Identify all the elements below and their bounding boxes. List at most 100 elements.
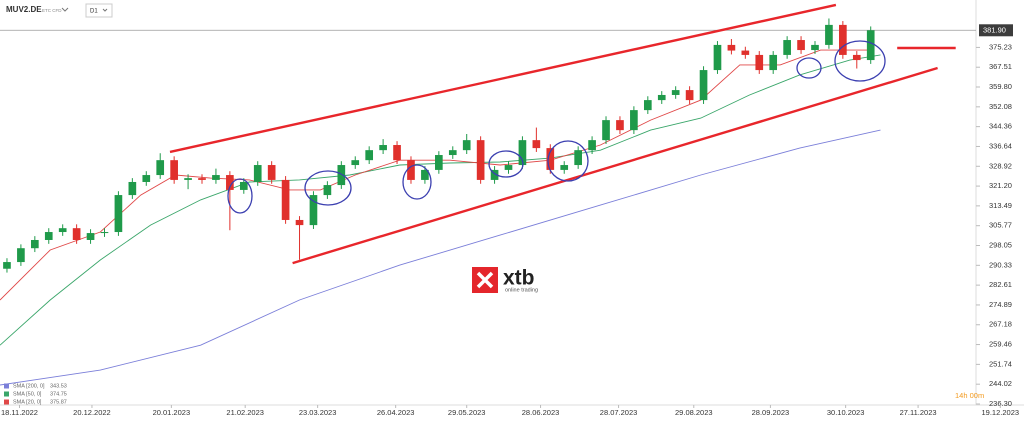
x-tick-label: 20.01.2023 <box>153 408 191 417</box>
y-tick-label: 375.23 <box>989 42 1012 51</box>
x-tick-label: 26.04.2023 <box>377 408 415 417</box>
highlight-circle <box>488 150 524 178</box>
candle-body <box>825 24 833 45</box>
x-tick-label: 21.02.2023 <box>226 408 264 417</box>
candle-body <box>811 44 819 51</box>
candle-body <box>198 178 206 180</box>
legend-value: 374.75 <box>50 391 67 397</box>
candle-body <box>769 54 778 71</box>
candle-body <box>142 175 151 182</box>
candle-body <box>797 40 805 51</box>
candle-body <box>588 140 596 151</box>
y-tick-label: 313.49 <box>989 201 1012 210</box>
y-tick-label: 274.89 <box>989 300 1012 309</box>
y-tick-label: 328.92 <box>989 161 1012 170</box>
dropdown-arrow <box>102 8 108 12</box>
candle-body <box>351 160 360 166</box>
candle-body <box>852 54 861 61</box>
candle-body <box>309 195 318 226</box>
candle-body <box>267 165 276 180</box>
candle-body <box>713 44 722 71</box>
candle-body <box>44 232 53 240</box>
y-tick-label: 290.33 <box>989 260 1012 269</box>
candle-body <box>546 148 555 170</box>
highlight-circle <box>402 164 432 200</box>
candle-body <box>114 195 123 233</box>
candle-body <box>476 140 485 180</box>
header: MUV2.DE ETC CFD D1 <box>6 3 113 18</box>
y-tick-label: 251.74 <box>989 359 1012 368</box>
candle-body <box>602 120 610 141</box>
logo: xtb online trading <box>472 267 538 293</box>
y-tick-label: 259.46 <box>989 340 1012 349</box>
x-tick-label: 29.05.2023 <box>448 408 486 417</box>
candle-body <box>407 160 415 180</box>
highlight-circle <box>834 40 886 82</box>
symbol-note: ETC CFD <box>42 8 62 13</box>
candle-body <box>616 120 624 131</box>
y-tick-label: 352.08 <box>989 102 1012 111</box>
candle-body <box>448 150 457 156</box>
last-price-box <box>979 24 1013 37</box>
x-tick-label: 20.12.2022 <box>73 408 111 417</box>
legend-swatch <box>4 391 9 397</box>
candle-body <box>657 94 666 101</box>
legend-name: SMA [50, 0] <box>13 391 42 397</box>
candle-body <box>226 175 234 190</box>
y-tick-label: 244.02 <box>989 379 1012 388</box>
highlight-circles <box>227 40 886 214</box>
candle-body <box>128 181 137 196</box>
candle-body <box>156 160 165 176</box>
candle-body <box>839 24 847 55</box>
candle-body <box>699 70 708 101</box>
x-tick-label: 30.10.2023 <box>827 408 865 417</box>
y-tick-label: 367.51 <box>989 62 1012 71</box>
y-tick-label: 267.18 <box>989 320 1012 329</box>
highlight-circle <box>796 57 822 79</box>
candle-body <box>532 140 541 149</box>
y-tick-label: 344.36 <box>989 122 1012 131</box>
candle-body <box>365 150 374 161</box>
timeframe-box[interactable] <box>85 3 113 18</box>
symbol: MUV2.DE <box>6 5 42 14</box>
dropdown-arrow[interactable] <box>61 7 69 12</box>
x-tick-label: 28.07.2023 <box>600 408 638 417</box>
logo-x <box>476 271 494 289</box>
logo-name: xtb <box>503 267 535 290</box>
candle-body <box>755 54 764 71</box>
x-tick-label: 18.11.2022 <box>1 408 38 417</box>
legend-value: 375.87 <box>50 399 67 405</box>
candle-body <box>518 140 527 166</box>
legend-swatch <box>4 383 9 389</box>
sma-line <box>0 49 871 301</box>
candle-body <box>58 228 67 233</box>
candle-body <box>281 179 290 220</box>
candle-body <box>504 165 513 170</box>
candle-body <box>685 90 694 101</box>
legend-name: SMA [20, 0] <box>13 399 42 405</box>
candle-body <box>17 248 25 263</box>
highlight-circle <box>304 170 352 206</box>
candle-body <box>323 185 332 196</box>
candle-body <box>86 233 95 240</box>
candle-body <box>574 150 582 166</box>
y-tick-label: 336.64 <box>989 141 1012 150</box>
legend-value: 343.53 <box>50 383 67 389</box>
candle-body <box>643 100 652 111</box>
candle-body <box>100 232 109 234</box>
candle-body <box>462 140 471 151</box>
x-tick-label: 27.11.2023 <box>900 408 937 417</box>
candle-body <box>3 262 11 269</box>
candle-body <box>435 155 443 170</box>
candle-body <box>170 160 178 180</box>
sma-line <box>0 129 881 386</box>
last-price-label: 381.90 <box>983 25 1006 34</box>
candle-body <box>727 44 736 51</box>
timeframe: D1 <box>90 9 98 15</box>
candle-body <box>337 165 346 186</box>
y-tick-label: 282.61 <box>989 280 1012 289</box>
candle-body <box>783 40 791 55</box>
